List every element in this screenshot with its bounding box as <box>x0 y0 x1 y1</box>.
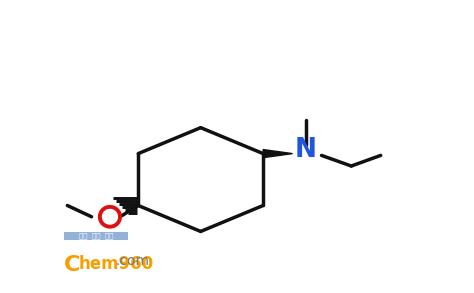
FancyBboxPatch shape <box>64 232 128 241</box>
Text: C: C <box>64 255 80 275</box>
Text: N: N <box>295 137 317 163</box>
Text: 化工  原料  试剂: 化工 原料 试剂 <box>79 233 113 239</box>
Text: hem960: hem960 <box>79 255 154 273</box>
Text: .com: .com <box>115 254 149 268</box>
Polygon shape <box>263 149 292 158</box>
